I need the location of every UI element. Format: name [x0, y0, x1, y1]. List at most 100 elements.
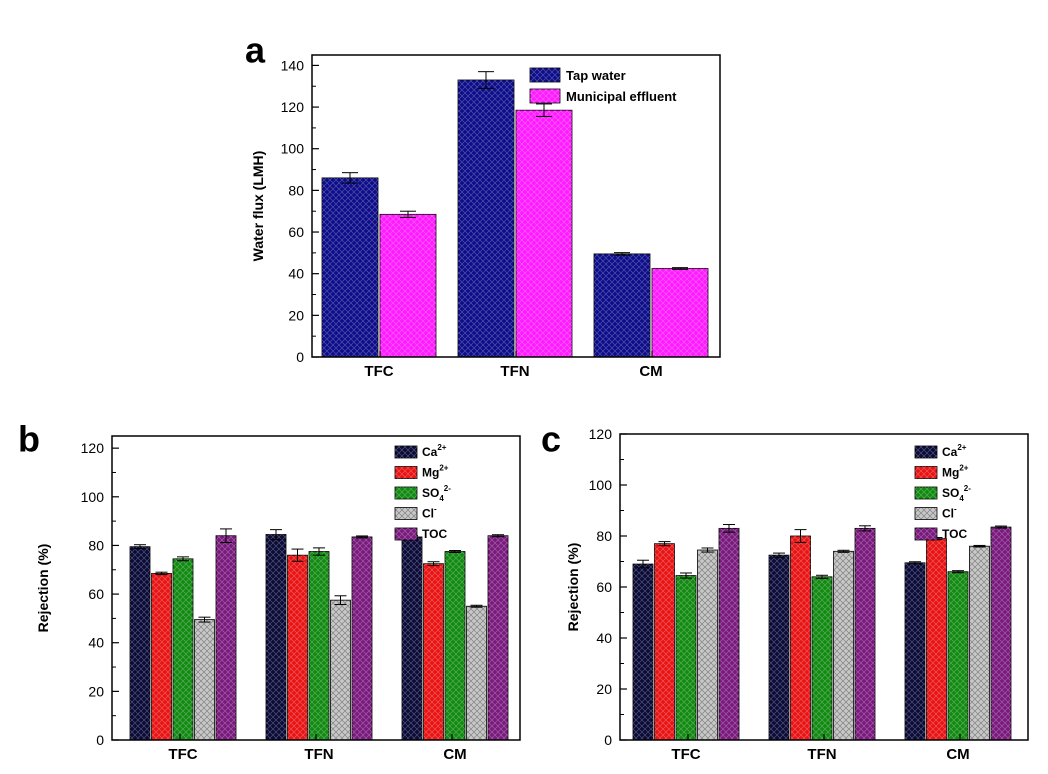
bar-hatch-c-tfn-1	[790, 536, 811, 740]
bar-hatch-b-cm-4	[488, 535, 508, 740]
bar-hatch-c-cm-2	[948, 571, 968, 740]
legend-swatch-hatch-c-3	[915, 507, 937, 520]
y-tick-label-a-20: 20	[288, 307, 304, 323]
error-bar-c-cm-4	[995, 525, 1007, 529]
panel-letter-a: a	[245, 29, 266, 70]
error-bar-b-cm-2	[449, 550, 461, 553]
bar-hatch-c-cm-1	[926, 538, 947, 740]
x-label-b-tfn: TFN	[304, 746, 333, 763]
error-bar-c-tfn-2	[816, 574, 828, 579]
legend-swatch-hatch-b-4	[395, 528, 417, 540]
error-bar-c-tfc-3	[701, 547, 714, 553]
bar-hatch-c-tfn-2	[812, 576, 832, 740]
bar-hatch-b-tfn-3	[330, 600, 351, 740]
legend-swatch-hatch-a-1	[530, 89, 560, 103]
error-bar-b-cm-3	[470, 604, 483, 608]
legend-label-b-4: TOC	[422, 527, 447, 541]
x-label-c-cm: CM	[946, 746, 969, 763]
legend-swatch-hatch-b-2	[395, 487, 417, 499]
error-bar-b-tfc-1	[155, 571, 168, 576]
error-bar-b-cm-1	[427, 561, 440, 567]
y-tick-label-c-40: 40	[596, 630, 612, 646]
bar-hatch-c-cm-4	[991, 527, 1011, 740]
bar-hatch-c-tfc-3	[697, 550, 718, 740]
bar-hatch-a-tfc-1	[380, 214, 436, 357]
y-tick-label-c-0: 0	[604, 732, 612, 748]
y-tick-label-a-120: 120	[281, 99, 305, 115]
bar-hatch-a-tfc-0	[322, 177, 378, 357]
legend-label-c-4: TOC	[942, 527, 967, 541]
x-label-a-cm: CM	[639, 363, 662, 380]
panel-letter-b: b	[18, 418, 40, 459]
error-bar-c-cm-2	[952, 570, 964, 574]
y-tick-label-a-40: 40	[288, 266, 304, 282]
y-tick-label-a-80: 80	[288, 182, 304, 198]
bar-hatch-a-cm-1	[652, 268, 708, 357]
y-tick-label-c-20: 20	[596, 681, 612, 697]
y-axis-title-c: Rejection (%)	[565, 543, 581, 632]
legend-swatch-hatch-c-1	[915, 466, 937, 479]
bar-hatch-c-tfc-0	[633, 564, 653, 740]
error-bar-b-tfn-2	[313, 547, 325, 556]
error-bar-a-tfn-0	[478, 71, 494, 89]
y-tick-label-b-120: 120	[81, 440, 105, 456]
bar-hatch-c-tfn-3	[833, 551, 854, 740]
error-bar-a-tfc-1	[400, 210, 416, 218]
y-tick-label-c-80: 80	[596, 528, 612, 544]
x-label-a-tfc: TFC	[364, 363, 393, 380]
bar-hatch-b-tfn-1	[287, 555, 308, 740]
bar-hatch-b-tfc-3	[194, 619, 215, 740]
legend-label-b-0: Ca2+	[422, 443, 447, 459]
legend-swatch-hatch-c-2	[915, 487, 937, 499]
error-bar-b-tfc-2	[177, 556, 189, 562]
legend-swatch-hatch-b-3	[395, 507, 417, 520]
error-bar-c-tfn-0	[773, 552, 785, 558]
y-tick-label-b-0: 0	[96, 732, 104, 748]
error-bar-b-cm-4	[492, 534, 504, 538]
bar-hatch-b-cm-0	[402, 536, 422, 740]
y-tick-label-a-60: 60	[288, 224, 304, 240]
legend-label-c-0: Ca2+	[942, 443, 967, 459]
y-tick-label-a-140: 140	[281, 57, 305, 73]
bar-hatch-b-cm-2	[445, 551, 465, 740]
plot-frame-a	[311, 54, 721, 358]
chart-c: c TFC TFN CM 0 20 40 60 80 100 120 Rejection (%) Ca2…	[541, 418, 1029, 763]
bar-hatch-b-tfc-0	[130, 546, 150, 740]
legend-c: Ca2+ Mg2+ SO42- Cl- TOC	[914, 443, 971, 541]
y-tick-label-b-60: 60	[88, 586, 104, 602]
legend-label-b-1: Mg2+	[422, 464, 449, 480]
legend-label-c-3: Cl-	[942, 505, 957, 521]
error-bar-b-tfc-4	[220, 528, 232, 544]
bar-hatch-b-tfn-4	[352, 536, 372, 740]
panel-letter-c: c	[541, 418, 561, 459]
bar-hatch-b-tfc-1	[151, 573, 172, 740]
x-label-b-cm: CM	[443, 746, 466, 763]
bar-hatch-a-tfn-1	[516, 110, 572, 357]
bar-hatch-a-tfn-0	[458, 79, 514, 357]
chart-a: a TFC TFN CM 0 20 40 60 80 100 120 140 Water flux (L…	[245, 29, 721, 380]
y-tick-label-b-80: 80	[88, 537, 104, 553]
error-bar-a-cm-1	[672, 267, 688, 270]
y-tick-label-c-60: 60	[596, 579, 612, 595]
legend-swatch-hatch-b-0	[395, 446, 417, 458]
bar-hatch-c-cm-0	[905, 562, 925, 740]
y-tick-label-b-40: 40	[88, 635, 104, 651]
bar-hatch-c-tfn-4	[855, 528, 875, 740]
error-bar-c-tfc-2	[680, 572, 692, 579]
error-bar-b-tfn-1	[291, 548, 304, 562]
bar-hatch-a-cm-0	[594, 253, 650, 357]
error-bar-c-tfn-4	[859, 525, 871, 532]
bar-hatch-c-tfn-0	[769, 555, 789, 740]
error-bar-c-tfc-1	[658, 541, 671, 547]
legend-label-b-3: Cl-	[422, 505, 437, 521]
error-bar-b-tfc-3	[198, 616, 211, 623]
bar-hatch-c-tfc-2	[676, 575, 696, 740]
bar-hatch-c-cm-3	[969, 546, 990, 740]
x-label-a-tfn: TFN	[500, 363, 529, 380]
bar-hatch-c-tfc-4	[719, 528, 739, 740]
legend-a: Tap water Municipal effluent	[529, 67, 677, 104]
legend-label-a-1: Municipal effluent	[566, 89, 677, 104]
bar-hatch-b-tfc-2	[173, 558, 193, 740]
y-tick-label-a-100: 100	[281, 141, 305, 157]
